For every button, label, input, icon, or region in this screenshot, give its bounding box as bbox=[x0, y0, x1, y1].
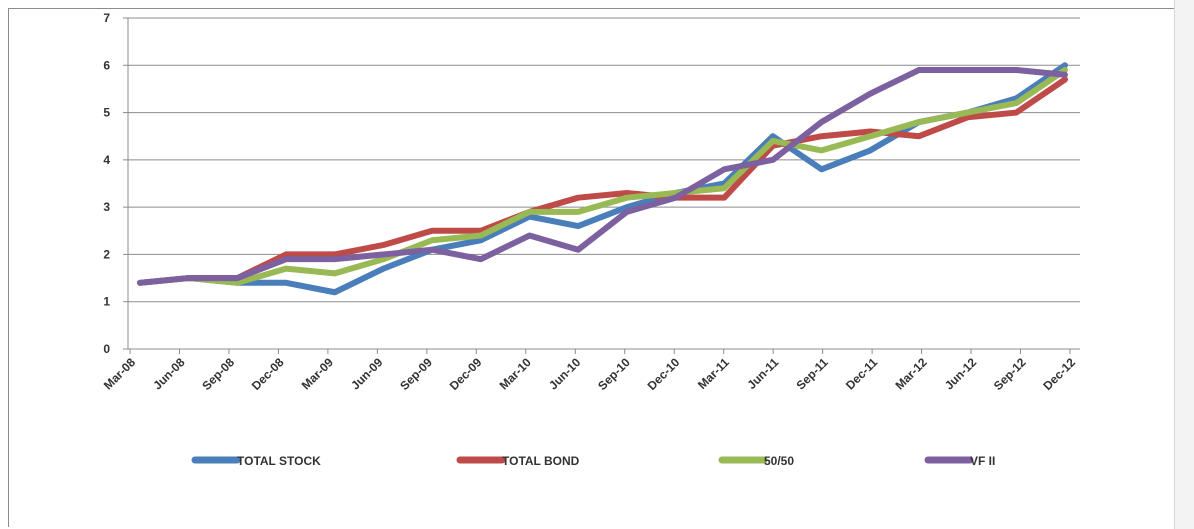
series-line-2 bbox=[137, 67, 1068, 286]
window-scroll-strip bbox=[1174, 0, 1194, 529]
x-tick-label: Jun-08 bbox=[150, 355, 187, 392]
y-tick-label: 1 bbox=[103, 295, 110, 309]
series-line-3 bbox=[137, 67, 1068, 286]
x-tick-label: Sep-10 bbox=[595, 355, 633, 393]
x-tick-label: Dec-10 bbox=[645, 355, 683, 393]
legend-label: VF II bbox=[970, 454, 995, 468]
x-tick-label: Dec-12 bbox=[1040, 355, 1078, 393]
chart-frame bbox=[8, 8, 1192, 527]
legend-item: TOTAL BOND bbox=[456, 454, 580, 468]
x-tick-label: Sep-09 bbox=[397, 355, 435, 393]
legend-item: TOTAL STOCK bbox=[191, 454, 321, 468]
legend: TOTAL STOCK TOTAL BOND 50/50 VF II bbox=[191, 454, 995, 468]
x-tick-label: Sep-12 bbox=[991, 355, 1029, 393]
x-tick-label: Sep-08 bbox=[199, 355, 237, 393]
legend-label: 50/50 bbox=[764, 454, 794, 468]
y-tick-label: 3 bbox=[103, 200, 110, 214]
series-lines bbox=[137, 62, 1068, 296]
x-tick-label: Jun-09 bbox=[348, 355, 385, 392]
x-tick-label: Sep-11 bbox=[793, 355, 830, 392]
series-line-1 bbox=[137, 76, 1068, 286]
gridlines bbox=[128, 17, 1080, 303]
y-tick-label: 7 bbox=[103, 11, 110, 25]
x-tick-label: Jun-12 bbox=[942, 355, 979, 392]
y-tick-label: 6 bbox=[103, 58, 110, 72]
x-tick-label: Mar-10 bbox=[497, 355, 534, 392]
x-tick-label: Mar-12 bbox=[892, 355, 929, 392]
x-tick-label: Mar-08 bbox=[101, 355, 138, 392]
y-tick-label: 0 bbox=[103, 342, 110, 356]
x-tick-label: Dec-11 bbox=[843, 355, 880, 392]
legend-item: 50/50 bbox=[718, 454, 794, 468]
x-tick-label: Mar-09 bbox=[299, 355, 336, 392]
y-tick-label: 4 bbox=[103, 153, 110, 167]
x-tick-label: Mar-11 bbox=[695, 355, 732, 392]
legend-label: TOTAL STOCK bbox=[237, 454, 321, 468]
x-tick-label: Dec-08 bbox=[249, 355, 287, 393]
legend-item: VF II bbox=[924, 454, 995, 468]
legend-label: TOTAL BOND bbox=[502, 454, 580, 468]
x-tick-label: Dec-09 bbox=[447, 355, 485, 393]
x-tick-label: Jun-10 bbox=[546, 355, 583, 392]
y-tick-label: 2 bbox=[103, 247, 110, 261]
x-axis-tick-labels: Mar-08 Jun-08 Sep-08 Dec-08 Mar-09 Jun-09 Sep-… bbox=[101, 349, 1078, 393]
x-tick-label: Jun-11 bbox=[744, 355, 781, 392]
y-tick-label: 5 bbox=[103, 106, 110, 120]
y-axis-tick-labels: 0 1 2 3 4 5 6 7 bbox=[103, 11, 128, 356]
